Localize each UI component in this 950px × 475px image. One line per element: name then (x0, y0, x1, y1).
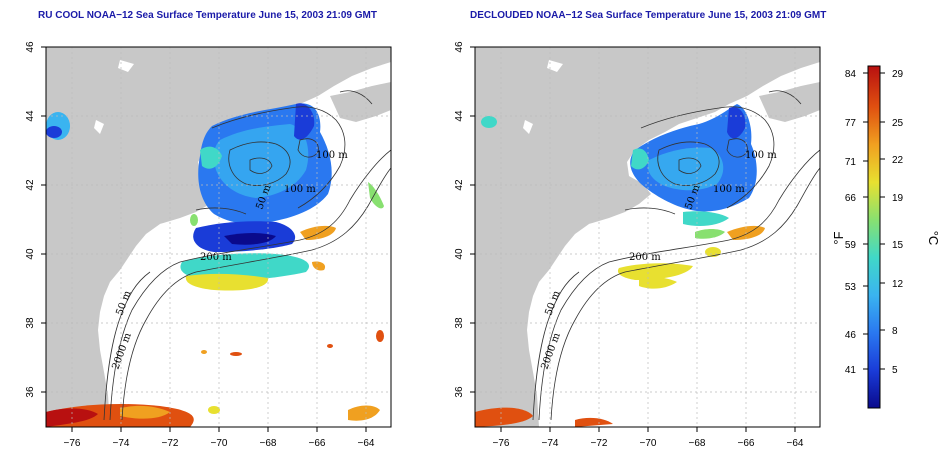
x-tick-label: −66 (309, 438, 326, 449)
contour-label-200m: 200 m (200, 252, 232, 263)
x-tick-label: −72 (162, 438, 179, 449)
y-tick-label: 36 (454, 386, 465, 398)
x-tick-label: −76 (493, 438, 510, 449)
x-tick-label: −72 (591, 438, 608, 449)
map-panel-right: 100 m 100 m 50 m 200 m 50 m 2000 m (454, 41, 821, 449)
sst-imagery-left (46, 103, 384, 427)
delaware-bay (116, 270, 126, 290)
y-tick-label: 38 (25, 317, 36, 329)
y-tick-label: 36 (25, 386, 36, 398)
fahrenheit-tick: 71 (845, 157, 857, 168)
contour-label-100m: 100 m (745, 150, 777, 161)
land-mass (475, 47, 820, 427)
contour-label-100m: 100 m (316, 150, 348, 161)
delaware-bay (545, 270, 555, 290)
bathymetry-contours (532, 90, 820, 421)
graticule (46, 47, 391, 427)
fahrenheit-tick: 66 (845, 193, 857, 204)
celsius-tick: 19 (892, 193, 904, 204)
x-tick-label: −76 (64, 438, 81, 449)
contour-label-100m: 100 m (713, 184, 745, 195)
y-tick-label: 40 (25, 248, 36, 260)
fahrenheit-tick: 77 (845, 118, 857, 129)
y-tick-label: 44 (25, 110, 36, 122)
celsius-tick: 29 (892, 69, 904, 80)
fahrenheit-tick: 46 (845, 330, 857, 341)
axis-ticks (41, 46, 367, 432)
axis-ticks (470, 46, 796, 432)
x-tick-label: −74 (542, 438, 559, 449)
contour-label-100m: 100 m (284, 184, 316, 195)
y-tick-label: 46 (25, 41, 36, 53)
land-mass (46, 47, 391, 427)
lake (523, 120, 533, 134)
land-mass (330, 82, 391, 122)
long-island-sound (160, 216, 196, 232)
fahrenheit-tick: 41 (845, 365, 857, 376)
celsius-tick: 15 (892, 240, 904, 251)
y-tick-label: 40 (454, 248, 465, 260)
lake (118, 60, 134, 72)
chesapeake-bay (537, 300, 547, 350)
y-tick-label: 42 (25, 179, 36, 191)
fahrenheit-tick: 53 (845, 282, 857, 293)
x-tick-label: −70 (640, 438, 657, 449)
x-tick-label: −66 (738, 438, 755, 449)
y-tick-label: 44 (454, 110, 465, 122)
bathymetry-contours (103, 90, 391, 421)
contour-label-200m: 200 m (629, 252, 661, 263)
lake (94, 120, 104, 134)
panel-title-right: DECLOUDED NOAA−12 Sea Surface Temperatur… (470, 10, 827, 21)
celsius-tick: 22 (892, 155, 904, 166)
chesapeake-bay (108, 300, 118, 350)
fahrenheit-tick: 59 (845, 240, 857, 251)
x-tick-label: −68 (260, 438, 277, 449)
y-tick-label: 38 (454, 317, 465, 329)
long-island-sound (589, 216, 625, 232)
celsius-tick: 12 (892, 279, 904, 290)
lake (547, 60, 563, 72)
celsius-tick: 5 (892, 365, 898, 376)
colorbar: 84 77 71 66 59 53 46 41 29 25 22 19 15 1… (831, 65, 941, 409)
celsius-tick: 8 (892, 326, 898, 337)
x-tick-label: −64 (358, 438, 375, 449)
colorbar-gradient (867, 65, 881, 409)
fahrenheit-unit-label: °F (831, 231, 846, 244)
celsius-unit-label: °C (926, 231, 941, 246)
x-tick-label: −74 (113, 438, 130, 449)
x-tick-label: −68 (689, 438, 706, 449)
land-mass (759, 82, 820, 122)
y-tick-label: 42 (454, 179, 465, 191)
x-tick-label: −70 (211, 438, 228, 449)
celsius-tick: 25 (892, 118, 904, 129)
map-panel-left: 100 m 100 m 50 m 200 m 50 m 2000 m (25, 41, 392, 449)
fahrenheit-tick: 84 (845, 69, 857, 80)
graticule (475, 47, 820, 427)
sst-imagery-right (475, 104, 765, 427)
x-tick-label: −64 (787, 438, 804, 449)
panel-title-left: RU COOL NOAA−12 Sea Surface Temperature … (38, 10, 377, 21)
y-tick-label: 46 (454, 41, 465, 53)
